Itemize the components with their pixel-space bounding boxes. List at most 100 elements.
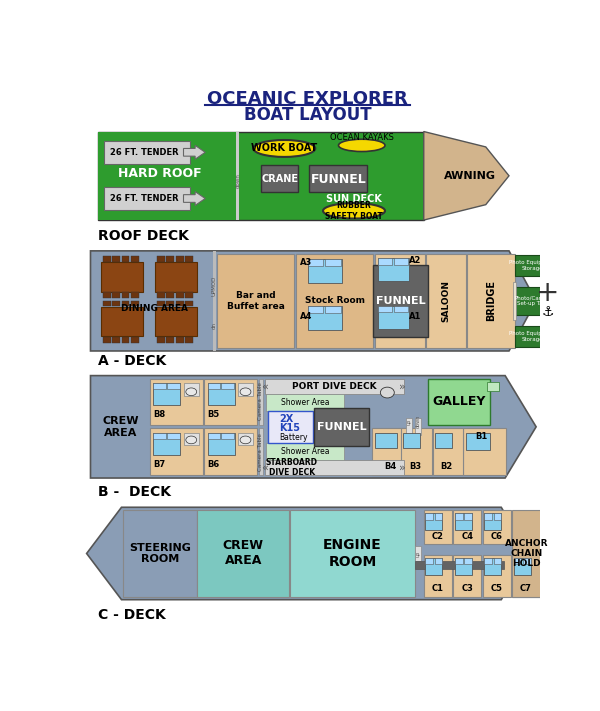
Text: FUNNEL: FUNNEL xyxy=(311,173,367,186)
Text: A4: A4 xyxy=(300,312,312,321)
Text: WORK BOAT: WORK BOAT xyxy=(251,144,317,154)
Bar xyxy=(185,292,193,298)
Text: B7: B7 xyxy=(153,459,166,469)
Text: K15: K15 xyxy=(279,423,300,433)
Bar xyxy=(93,379,149,475)
Bar xyxy=(184,383,199,395)
Bar xyxy=(197,510,289,597)
Bar xyxy=(378,306,392,312)
Text: Camera Table: Camera Table xyxy=(259,434,263,471)
Bar xyxy=(176,337,184,343)
Bar xyxy=(433,428,463,475)
Bar xyxy=(157,256,165,262)
Bar xyxy=(266,443,344,459)
Bar xyxy=(426,254,466,348)
Text: OCEANIC EXPLORER: OCEANIC EXPLORER xyxy=(207,90,408,108)
Text: A3: A3 xyxy=(300,258,312,267)
Bar xyxy=(238,433,253,445)
Text: 2X: 2X xyxy=(279,414,293,424)
Bar xyxy=(259,428,263,475)
Bar xyxy=(259,379,263,425)
Bar xyxy=(265,379,404,394)
Text: C1: C1 xyxy=(432,584,444,593)
Bar xyxy=(308,306,343,330)
Bar xyxy=(378,306,409,328)
Bar xyxy=(455,513,472,530)
Text: GALLEY: GALLEY xyxy=(432,395,485,407)
Ellipse shape xyxy=(253,140,315,157)
Bar xyxy=(296,254,373,348)
Bar xyxy=(208,433,220,439)
Bar xyxy=(112,301,120,306)
Text: ANCHOR
CHAIN
HOLD: ANCHOR CHAIN HOLD xyxy=(505,538,548,568)
Text: «: « xyxy=(262,462,268,472)
Bar xyxy=(176,256,184,262)
Text: 26 FT. TENDER: 26 FT. TENDER xyxy=(110,148,179,157)
Bar xyxy=(131,301,139,306)
Bar xyxy=(238,383,253,395)
Bar xyxy=(514,558,531,575)
Bar xyxy=(373,264,428,337)
Text: up: up xyxy=(416,550,421,557)
Bar xyxy=(166,256,174,262)
Text: B4: B4 xyxy=(385,462,397,471)
Bar xyxy=(455,558,472,575)
Bar xyxy=(265,459,404,475)
Bar xyxy=(236,132,239,220)
Text: BOAT LAYOUT: BOAT LAYOUT xyxy=(244,105,371,124)
Bar xyxy=(157,292,165,298)
Bar xyxy=(176,292,184,298)
Text: PORT DIVE DECK: PORT DIVE DECK xyxy=(292,382,377,391)
Bar xyxy=(453,555,481,597)
Bar xyxy=(121,337,129,343)
Bar xyxy=(375,254,425,299)
Bar xyxy=(484,513,501,530)
Bar xyxy=(455,558,463,565)
Bar xyxy=(121,301,129,306)
Bar xyxy=(176,301,184,306)
Bar xyxy=(217,254,295,348)
Bar xyxy=(309,166,367,193)
Bar xyxy=(266,394,344,411)
Bar xyxy=(98,132,424,220)
Text: STARBOARD
DIVE DECK: STARBOARD DIVE DECK xyxy=(266,458,318,477)
Bar xyxy=(296,302,373,348)
Bar xyxy=(415,561,505,569)
Text: C3: C3 xyxy=(461,584,473,593)
Bar xyxy=(167,383,179,390)
Polygon shape xyxy=(91,251,536,351)
Text: SALOON: SALOON xyxy=(442,280,451,322)
Text: DINING AREA: DINING AREA xyxy=(121,304,188,313)
Bar xyxy=(425,558,442,575)
Text: FUNNEL: FUNNEL xyxy=(317,422,367,432)
Bar xyxy=(425,513,433,520)
Bar xyxy=(372,428,415,475)
Bar xyxy=(157,301,165,306)
Bar xyxy=(296,254,373,299)
Bar xyxy=(103,337,110,343)
Ellipse shape xyxy=(338,139,385,151)
Polygon shape xyxy=(424,132,509,220)
Text: Shower Area: Shower Area xyxy=(281,398,329,407)
Ellipse shape xyxy=(323,203,385,218)
Bar xyxy=(112,292,120,298)
Bar xyxy=(121,292,129,298)
Bar xyxy=(401,428,431,475)
Bar xyxy=(150,379,203,425)
Bar xyxy=(123,510,197,597)
Bar xyxy=(378,258,409,281)
Bar xyxy=(155,307,197,336)
Bar xyxy=(308,306,323,314)
Bar xyxy=(484,558,492,565)
Bar xyxy=(513,282,516,320)
Bar xyxy=(261,166,298,193)
Bar xyxy=(325,259,341,267)
Text: up: up xyxy=(407,419,412,425)
Text: B8: B8 xyxy=(153,410,166,419)
Bar xyxy=(434,513,442,520)
Bar xyxy=(104,187,190,210)
Bar xyxy=(104,141,190,164)
Bar xyxy=(221,383,234,390)
Bar xyxy=(103,292,110,298)
Text: Stock Room: Stock Room xyxy=(305,296,365,306)
